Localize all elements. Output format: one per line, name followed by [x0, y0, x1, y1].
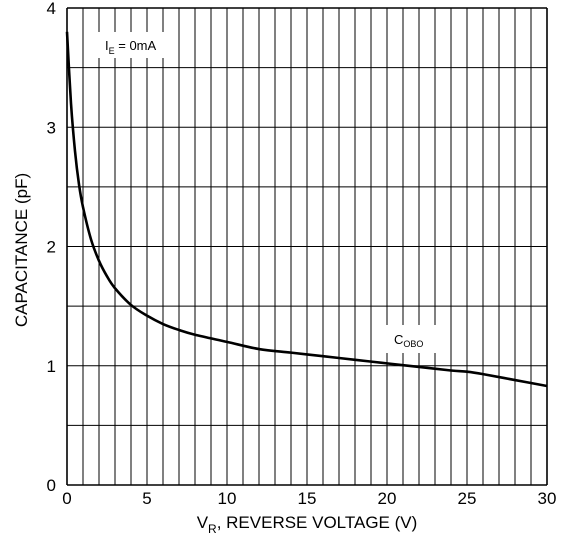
series-label-box [382, 325, 448, 353]
grid [66, 7, 548, 486]
x-tick-label: 25 [458, 489, 477, 508]
curve-layer [65, 31, 548, 388]
y-tick-label: 0 [47, 476, 56, 495]
x-axis-title-sub: R [208, 522, 217, 536]
y-tick-label: 2 [47, 238, 56, 257]
series-label-sub: OBO [403, 339, 423, 349]
condition-box [98, 32, 170, 58]
y-tick-label: 3 [47, 118, 56, 137]
condition-main: I [105, 38, 109, 53]
condition-annotation: IE = 0mA [98, 32, 170, 58]
x-axis-title-rest: , REVERSE VOLTAGE (V) [217, 513, 418, 532]
x-tick-label: 5 [142, 489, 151, 508]
condition-label: IE = 0mA [105, 38, 157, 56]
x-tick-label: 20 [378, 489, 397, 508]
x-axis-title-main: V [197, 513, 209, 532]
tick-labels: 0 5 10 15 20 25 30 0 1 2 3 4 [47, 0, 557, 508]
series-label-main: C [394, 332, 403, 347]
x-tick-label: 0 [62, 489, 71, 508]
x-axis-title: VR, REVERSE VOLTAGE (V) [197, 513, 418, 536]
y-tick-label: 1 [47, 357, 56, 376]
x-tick-label: 30 [538, 489, 557, 508]
series-annotation: COBO [382, 325, 448, 353]
y-axis-title: CAPACITANCE (pF) [12, 173, 31, 327]
series-label: COBO [394, 332, 423, 349]
y-tick-label: 4 [47, 0, 56, 18]
x-tick-label: 15 [298, 489, 317, 508]
x-tick-label: 10 [218, 489, 237, 508]
condition-sub: E [109, 46, 115, 56]
series-line-cobo [65, 31, 548, 388]
condition-rest: = 0mA [115, 38, 157, 53]
